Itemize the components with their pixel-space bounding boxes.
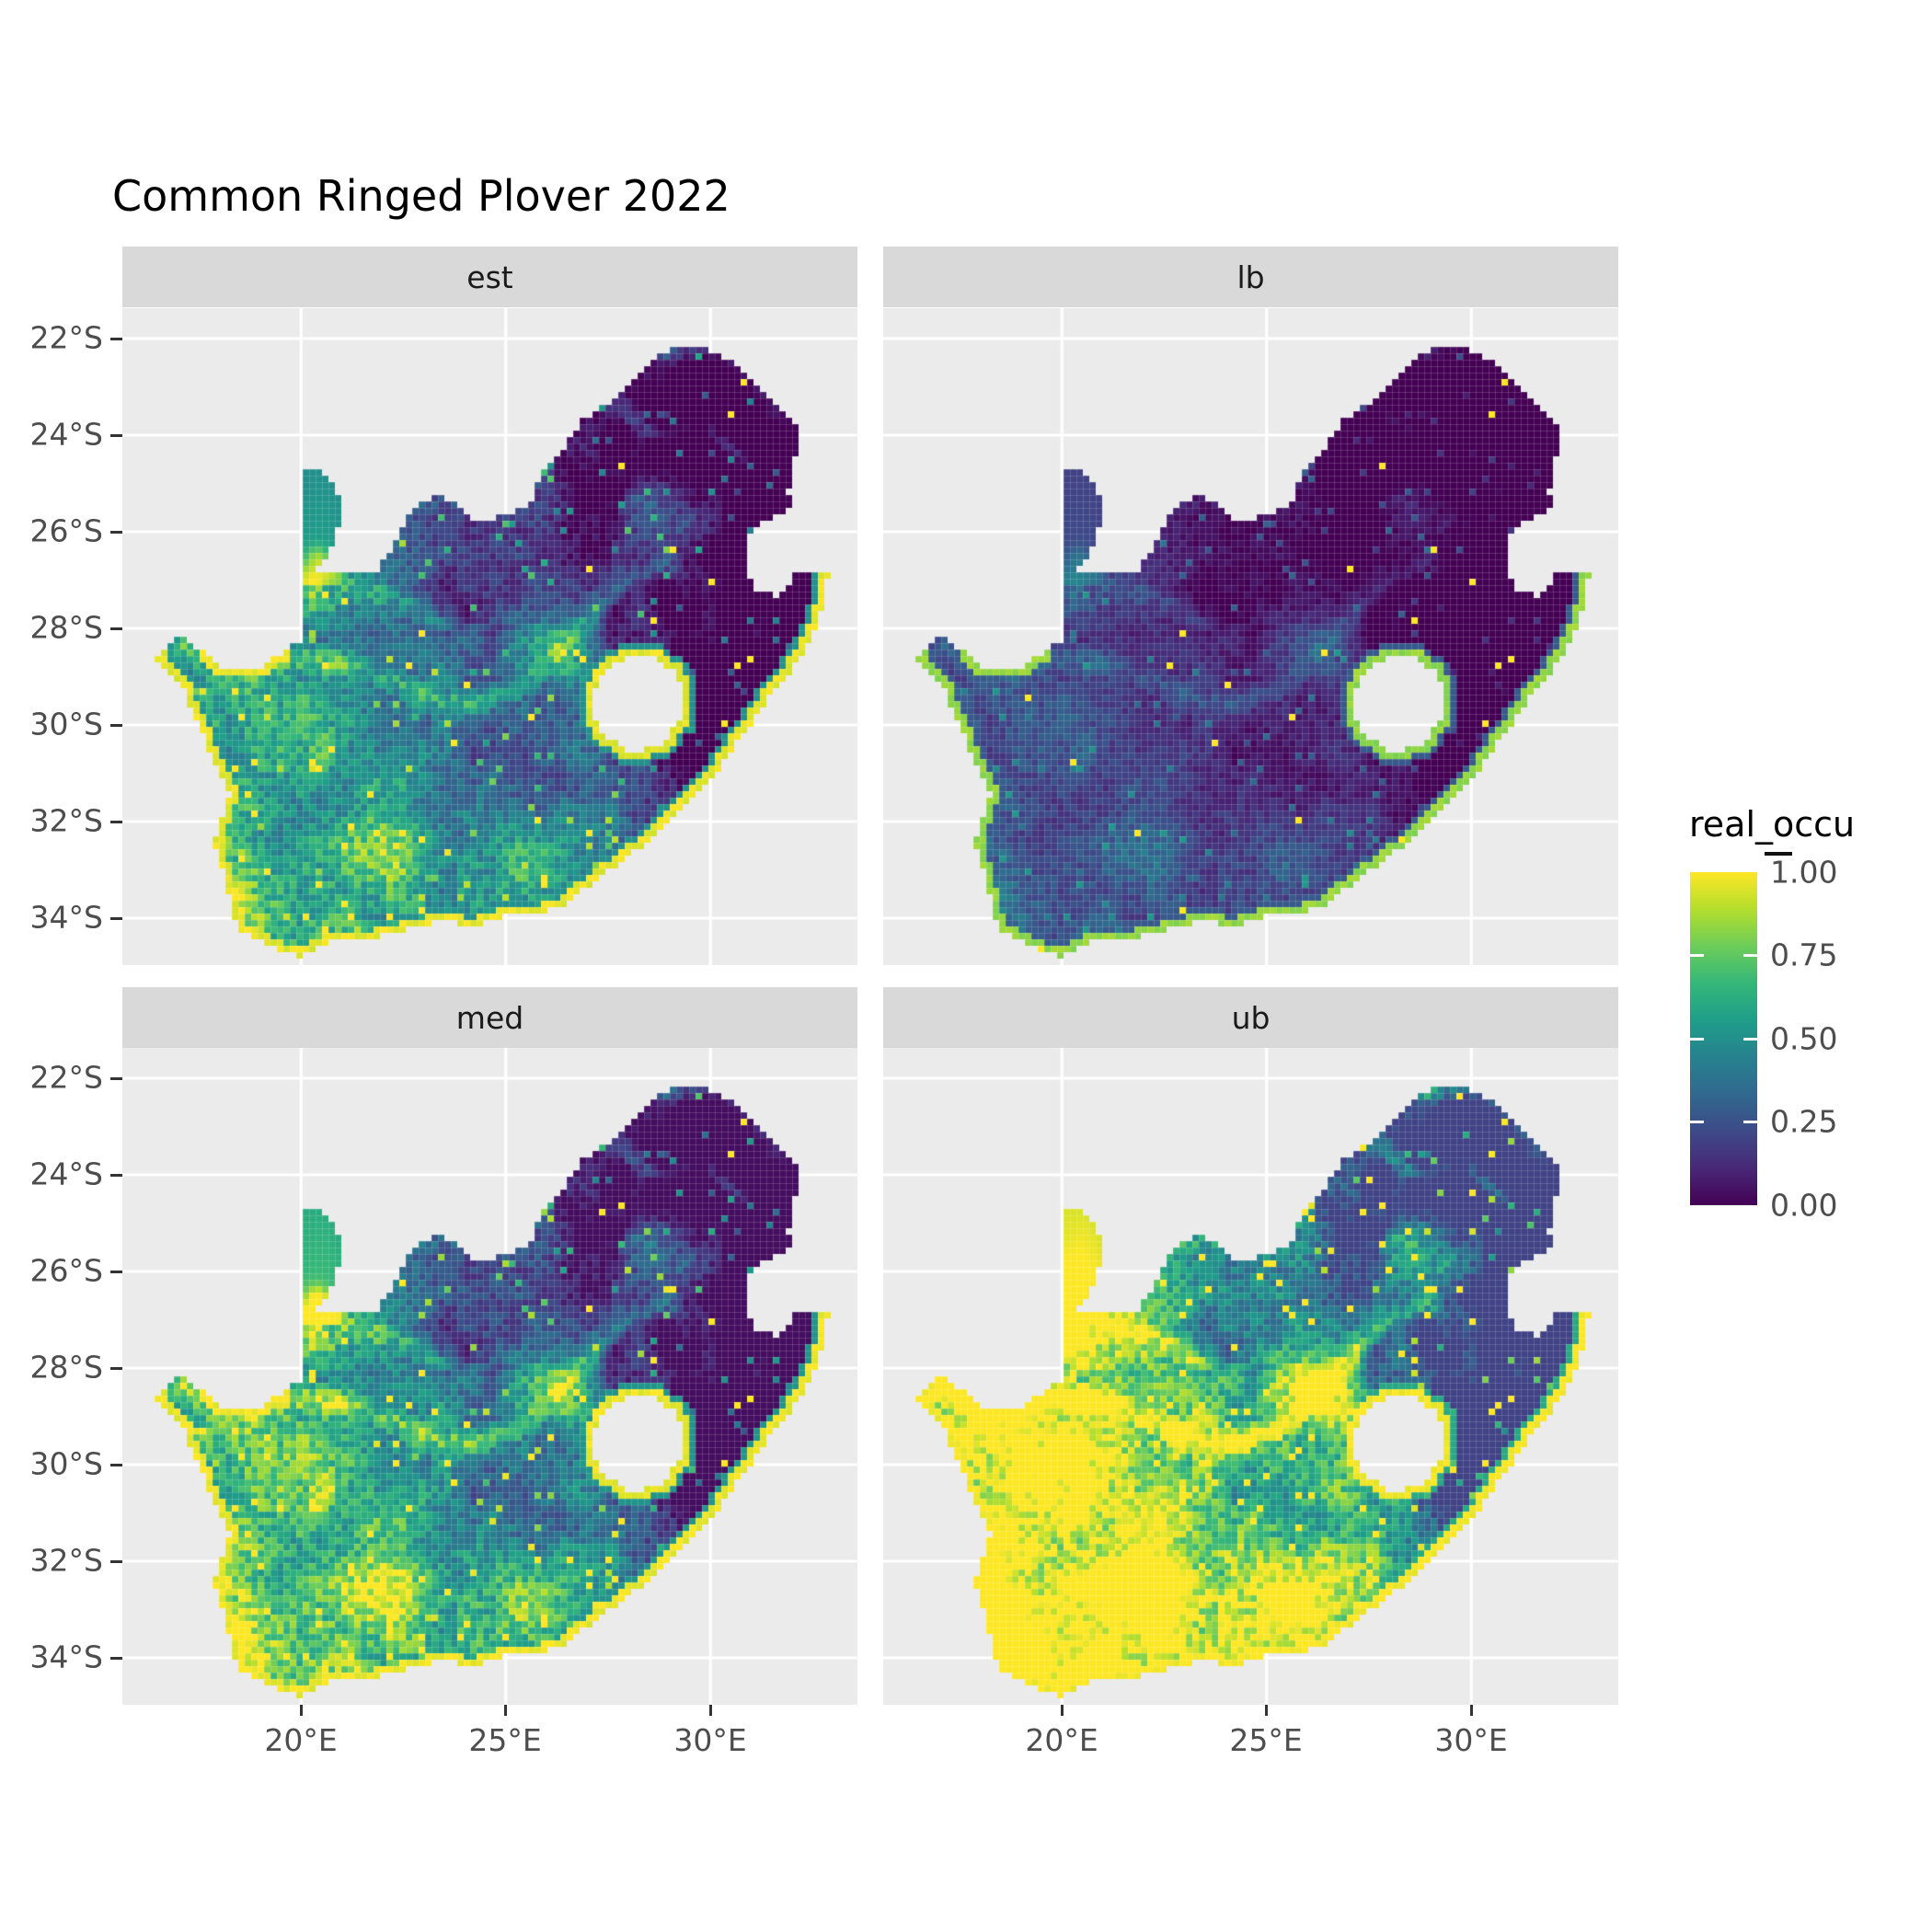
legend-tick (1690, 1037, 1704, 1041)
facet-strip-label: med (455, 999, 524, 1036)
axis-tick-mark (110, 627, 122, 630)
axis-tick-mark (110, 916, 122, 920)
axis-tick-mark (1469, 1705, 1473, 1716)
map-panel-est (122, 308, 857, 965)
y-axis-label: 28°S (29, 609, 103, 646)
y-axis-label: 24°S (29, 1156, 103, 1192)
x-axis-label: 25°E (1229, 1722, 1303, 1758)
legend-label: 1.00 (1770, 854, 1838, 891)
axis-tick-mark (110, 1173, 122, 1177)
y-axis-label: 34°S (29, 899, 103, 936)
x-axis-label: 20°E (264, 1722, 338, 1758)
facet-strip-label: est (466, 259, 513, 295)
axis-tick-mark (110, 723, 122, 727)
legend-label: 0.75 (1770, 937, 1838, 973)
legend-label: 0.25 (1770, 1103, 1838, 1140)
x-axis-label: 20°E (1025, 1722, 1098, 1758)
axis-tick-mark (110, 1076, 122, 1080)
axis-tick-mark (110, 1656, 122, 1660)
legend-title: real_occu (1689, 804, 1856, 845)
y-axis-label: 22°S (29, 319, 103, 356)
x-axis-label: 30°E (1434, 1722, 1508, 1758)
axis-tick-mark (110, 1366, 122, 1370)
map-panel-lb (883, 308, 1618, 965)
legend-label: 0.00 (1770, 1187, 1838, 1224)
axis-tick-mark (110, 1559, 122, 1563)
axis-tick-mark (1060, 1705, 1064, 1716)
y-axis-label: 32°S (29, 802, 103, 839)
facet-strip-est: est (122, 247, 857, 307)
y-axis-label: 26°S (29, 1252, 103, 1289)
legend-tick (1765, 852, 1792, 856)
y-axis-label: 22°S (29, 1059, 103, 1096)
facet-strip-label: ub (1231, 999, 1271, 1036)
y-axis-label: 34°S (29, 1639, 103, 1675)
axis-tick-mark (110, 530, 122, 534)
x-axis-label: 25°E (468, 1722, 542, 1758)
legend-tick (1690, 1121, 1704, 1123)
axis-tick-mark (299, 1705, 303, 1716)
axis-tick-mark (1265, 1705, 1269, 1716)
axis-tick-mark (110, 1463, 122, 1466)
facet-strip-label: lb (1236, 259, 1265, 295)
axis-tick-mark (110, 820, 122, 823)
y-axis-label: 32°S (29, 1542, 103, 1579)
facet-strip-med: med (122, 987, 857, 1048)
y-axis-label: 30°S (29, 706, 103, 742)
map-panel-med (122, 1048, 857, 1705)
axis-tick-mark (504, 1705, 508, 1716)
facet-strip-lb: lb (883, 247, 1618, 307)
legend-tick (1743, 954, 1757, 957)
y-axis-label: 26°S (29, 512, 103, 549)
y-axis-label: 24°S (29, 416, 103, 453)
facet-strip-ub: ub (883, 987, 1618, 1048)
legend-tick (1743, 1037, 1757, 1041)
axis-tick-mark (110, 337, 122, 340)
legend-tick (1743, 1121, 1757, 1123)
axis-tick-mark (110, 1270, 122, 1273)
legend-label: 0.50 (1770, 1020, 1838, 1057)
x-axis-label: 30°E (673, 1722, 747, 1758)
page-title: Common Ringed Plover 2022 (112, 171, 730, 221)
map-panel-ub (883, 1048, 1618, 1705)
axis-tick-mark (110, 433, 122, 437)
y-axis-label: 30°S (29, 1445, 103, 1482)
axis-tick-mark (708, 1705, 712, 1716)
legend-tick (1690, 954, 1704, 957)
y-axis-label: 28°S (29, 1349, 103, 1386)
